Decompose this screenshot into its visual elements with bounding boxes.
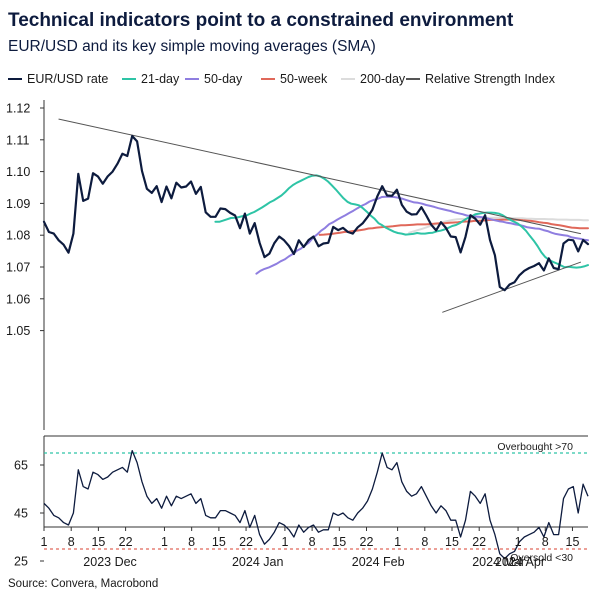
x-tick-label: 15	[212, 535, 226, 549]
x-tick-label: 8	[542, 535, 549, 549]
series-line-relative-strength-index	[43, 449, 589, 560]
x-month-label: 2024 Jan	[232, 555, 283, 569]
oversold-annotation: Oversold <30	[510, 552, 573, 564]
chart-source: Source: Convera, Macrobond	[8, 578, 159, 590]
x-tick-label: 15	[332, 535, 346, 549]
chart-subtitle: EUR/USD and its key simple moving averag…	[8, 38, 376, 55]
legend-label-50-week: 50-week	[280, 72, 328, 86]
legend-label-21-day: 21-day	[141, 72, 180, 86]
x-month-label: 2024 Mar	[472, 555, 525, 569]
x-month-label: 2024 Apr	[495, 555, 545, 569]
series-line-eur-usd-rate	[42, 134, 590, 292]
y-tick-label: 1.07	[6, 261, 30, 275]
y-tick-label: 1.06	[6, 292, 30, 306]
x-tick-label: 1	[281, 535, 288, 549]
x-tick-label: 8	[188, 535, 195, 549]
x-tick-label: 8	[421, 535, 428, 549]
legend-swatch-50-day	[185, 78, 199, 80]
y-tick-label: 1.08	[6, 229, 30, 243]
rsi-y-tick-label: 65	[14, 459, 28, 473]
x-tick-label: 15	[91, 535, 105, 549]
rsi-y-tick-label: 45	[14, 507, 28, 521]
overbought-annotation: Overbought >70	[497, 441, 573, 453]
x-month-label: 2024 Feb	[352, 555, 405, 569]
y-tick-label: 1.10	[6, 165, 30, 179]
y-tick-label: 1.09	[6, 197, 30, 211]
x-tick-label: 8	[68, 535, 75, 549]
x-tick-label: 8	[309, 535, 316, 549]
legend-item-eurusd: EUR/USD rate	[8, 72, 108, 86]
legend-swatch-50-week	[261, 78, 275, 80]
legend-item-rsi: Relative Strength Index	[406, 72, 555, 86]
legend-swatch-200-day	[341, 78, 355, 80]
series-line-trend-line-lower-	[442, 261, 581, 313]
chart-legend: EUR/USD rate 21-day 50-day 50-week 200-d…	[8, 72, 604, 90]
legend-swatch-rsi	[406, 78, 420, 80]
legend-swatch-21-day	[122, 78, 136, 80]
x-tick-label: 1	[515, 535, 522, 549]
series-line-trend-line-upper-	[58, 118, 581, 235]
x-tick-label: 15	[566, 535, 580, 549]
legend-label-200-day: 200-day	[360, 72, 406, 86]
y-tick-label: 1.12	[6, 102, 30, 116]
chart-title: Technical indicators point to a constrai…	[8, 10, 514, 31]
legend-label-eurusd: EUR/USD rate	[27, 72, 109, 86]
x-tick-label: 1	[161, 535, 168, 549]
legend-label-50-day: 50-day	[204, 72, 243, 86]
legend-swatch-eurusd	[8, 78, 22, 80]
legend-item-50-week: 50-week	[261, 72, 327, 86]
legend-item-21-day: 21-day	[122, 72, 179, 86]
rsi-y-tick-label: 25	[14, 555, 28, 569]
x-tick-label: 22	[472, 535, 486, 549]
x-tick-label: 22	[360, 535, 374, 549]
x-tick-label: 22	[119, 535, 133, 549]
series-line-21-day	[214, 174, 589, 269]
series-line-50-day	[255, 195, 589, 275]
y-tick-label: 1.05	[6, 324, 30, 338]
x-month-label: 2023 Dec	[83, 555, 137, 569]
x-tick-label: 1	[41, 535, 48, 549]
legend-item-200-day: 200-day	[341, 72, 405, 86]
legend-item-50-day: 50-day	[185, 72, 242, 86]
x-tick-label: 1	[394, 535, 401, 549]
x-tick-label: 22	[239, 535, 253, 549]
y-tick-label: 1.11	[6, 133, 29, 147]
series-line-50-week	[318, 218, 589, 236]
x-tick-label: 15	[445, 535, 459, 549]
legend-label-rsi: Relative Strength Index	[425, 72, 555, 86]
